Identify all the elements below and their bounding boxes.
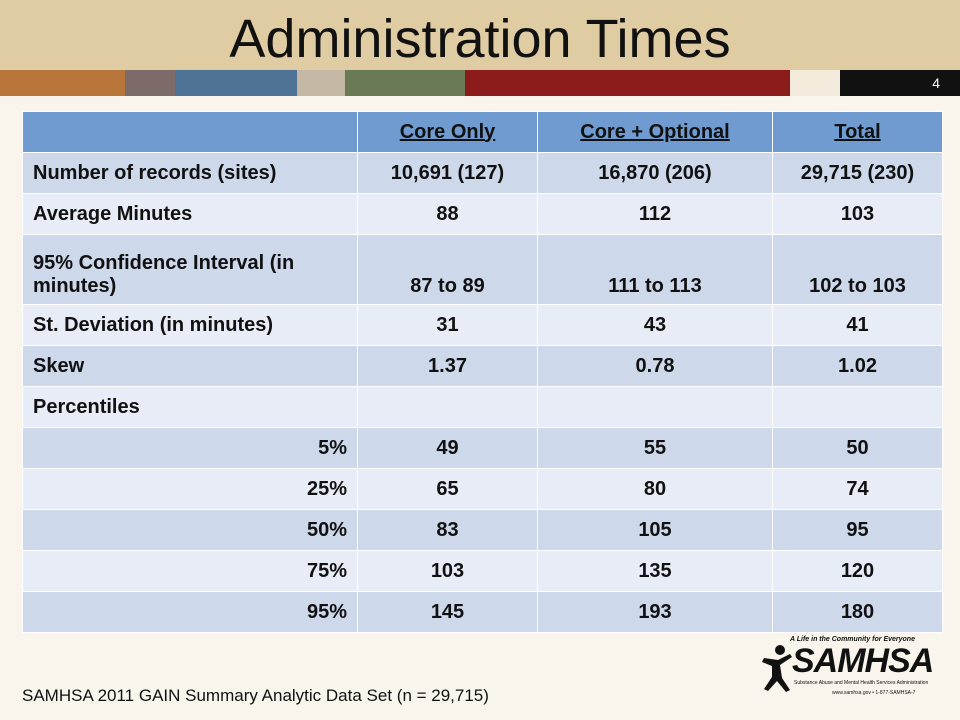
table-row: 95% Confidence Interval (in minutes) 87 … bbox=[22, 234, 943, 305]
decor-stripe bbox=[840, 70, 960, 96]
cell-core-only: 145 bbox=[357, 591, 538, 633]
cell-core-only: 83 bbox=[357, 509, 538, 551]
cell-total bbox=[772, 386, 943, 428]
logo-url: www.samhsa.gov • 1-877-SAMHSA-7 bbox=[832, 690, 916, 696]
column-header-core-optional: Core + Optional bbox=[537, 111, 773, 153]
row-label: 75% bbox=[22, 550, 358, 592]
row-label: Percentiles bbox=[22, 386, 358, 428]
table-row: 5% 49 55 50 bbox=[22, 427, 943, 469]
cell-core-optional: 105 bbox=[537, 509, 773, 551]
table-row: St. Deviation (in minutes) 31 43 41 bbox=[22, 304, 943, 346]
person-figure-icon bbox=[762, 645, 792, 692]
table-row: Percentiles bbox=[22, 386, 943, 428]
cell-total: 41 bbox=[772, 304, 943, 346]
row-label: 50% bbox=[22, 509, 358, 551]
row-label: St. Deviation (in minutes) bbox=[22, 304, 358, 346]
cell-total: 180 bbox=[772, 591, 943, 633]
cell-total: 120 bbox=[772, 550, 943, 592]
cell-total: 50 bbox=[772, 427, 943, 469]
column-header-core-only: Core Only bbox=[357, 111, 538, 153]
cell-core-optional: 80 bbox=[537, 468, 773, 510]
cell-core-only: 87 to 89 bbox=[357, 234, 538, 305]
cell-core-optional: 43 bbox=[537, 304, 773, 346]
table-row: Skew 1.37 0.78 1.02 bbox=[22, 345, 943, 387]
slide-number: 4 bbox=[932, 75, 940, 91]
cell-total: 1.02 bbox=[772, 345, 943, 387]
cell-core-optional: 193 bbox=[537, 591, 773, 633]
cell-core-optional bbox=[537, 386, 773, 428]
row-label: 5% bbox=[22, 427, 358, 469]
cell-core-only: 88 bbox=[357, 193, 538, 235]
row-label: Average Minutes bbox=[22, 193, 358, 235]
table-row: 75% 103 135 120 bbox=[22, 550, 943, 592]
administration-times-table: Core Only Core + Optional Total Number o… bbox=[22, 111, 943, 633]
cell-total: 102 to 103 bbox=[772, 234, 943, 305]
cell-core-only: 103 bbox=[357, 550, 538, 592]
decor-stripe bbox=[175, 70, 297, 96]
table-row: 25% 65 80 74 bbox=[22, 468, 943, 510]
row-label: 25% bbox=[22, 468, 358, 510]
decor-stripe bbox=[790, 70, 840, 96]
cell-total: 95 bbox=[772, 509, 943, 551]
table-row: 50% 83 105 95 bbox=[22, 509, 943, 551]
logo-tagline: A Life in the Community for Everyone bbox=[790, 636, 915, 643]
cell-core-optional: 111 to 113 bbox=[537, 234, 773, 305]
cell-core-only: 31 bbox=[357, 304, 538, 346]
cell-total: 29,715 (230) bbox=[772, 152, 943, 194]
title-bar bbox=[0, 0, 960, 70]
slide-title: Administration Times bbox=[229, 9, 731, 69]
cell-core-only: 49 bbox=[357, 427, 538, 469]
decor-stripe bbox=[125, 70, 175, 96]
cell-total: 74 bbox=[772, 468, 943, 510]
cell-core-only bbox=[357, 386, 538, 428]
row-label: Skew bbox=[22, 345, 358, 387]
decor-stripe bbox=[345, 70, 465, 96]
table-row: Average Minutes 88 112 103 bbox=[22, 193, 943, 235]
cell-core-optional: 135 bbox=[537, 550, 773, 592]
column-header-blank bbox=[22, 111, 358, 153]
decor-stripe bbox=[297, 70, 345, 96]
cell-core-optional: 16,870 (206) bbox=[537, 152, 773, 194]
logo-subtitle: Substance Abuse and Mental Health Servic… bbox=[794, 680, 929, 686]
decor-stripe bbox=[0, 70, 125, 96]
samhsa-logo: A Life in the Community for Everyone SAM… bbox=[760, 636, 940, 700]
table-row: 95% 145 193 180 bbox=[22, 591, 943, 633]
cell-core-optional: 0.78 bbox=[537, 345, 773, 387]
cell-core-only: 1.37 bbox=[357, 345, 538, 387]
cell-core-only: 65 bbox=[357, 468, 538, 510]
logo-wordmark: SAMHSA bbox=[792, 642, 934, 680]
decor-stripe bbox=[465, 70, 790, 96]
row-label: 95% Confidence Interval (in minutes) bbox=[22, 234, 358, 305]
row-label: Number of records (sites) bbox=[22, 152, 358, 194]
row-label: 95% bbox=[22, 591, 358, 633]
table-header-row: Core Only Core + Optional Total bbox=[22, 111, 943, 153]
cell-core-only: 10,691 (127) bbox=[357, 152, 538, 194]
source-footnote: SAMHSA 2011 GAIN Summary Analytic Data S… bbox=[22, 686, 489, 705]
cell-core-optional: 55 bbox=[537, 427, 773, 469]
cell-core-optional: 112 bbox=[537, 193, 773, 235]
cell-total: 103 bbox=[772, 193, 943, 235]
table-row: Number of records (sites) 10,691 (127) 1… bbox=[22, 152, 943, 194]
column-header-total: Total bbox=[772, 111, 943, 153]
